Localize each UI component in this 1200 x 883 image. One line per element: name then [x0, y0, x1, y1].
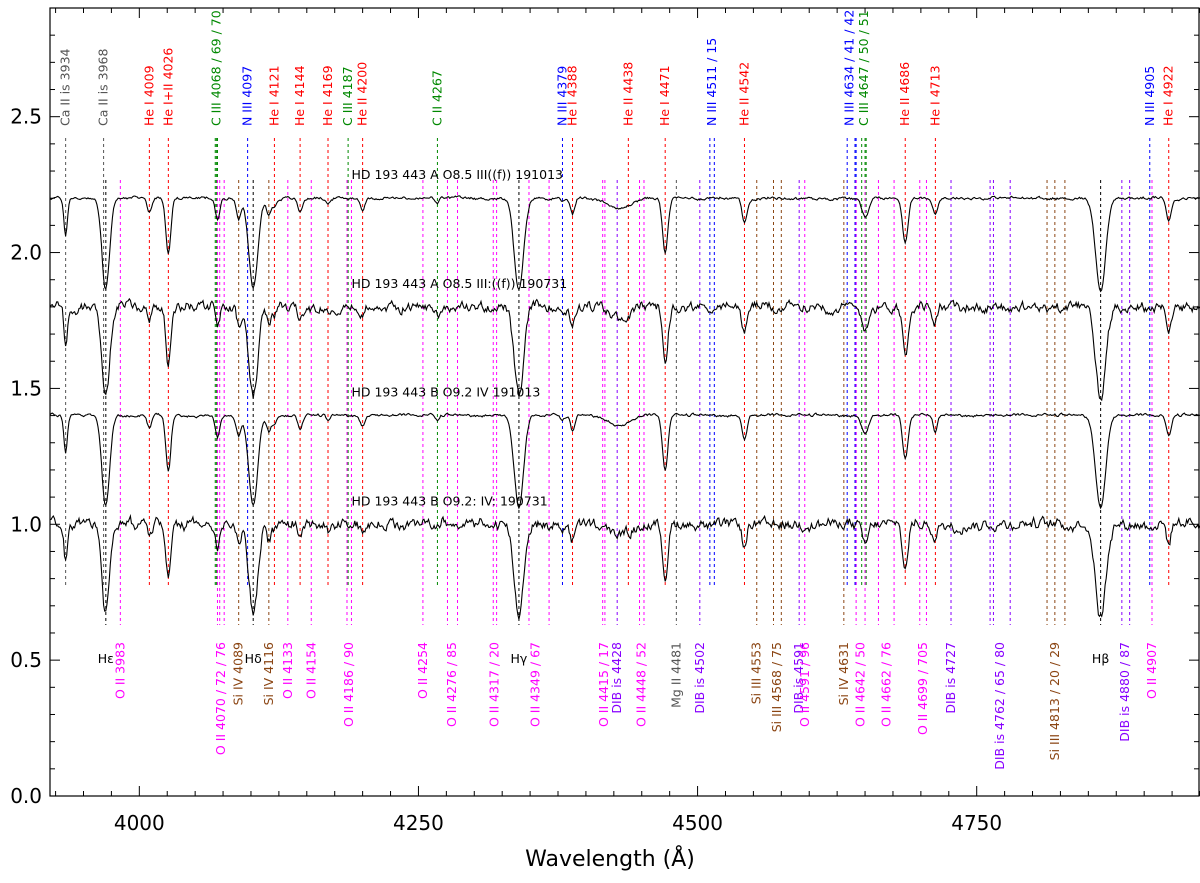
top-line-label: He I 4471: [657, 65, 672, 126]
bottom-line-label: Hβ: [1092, 651, 1109, 666]
top-line-label: C II 4267: [429, 70, 444, 126]
top-line-label: He II 4200: [355, 62, 370, 126]
line-marker-layer: [65, 138, 1170, 625]
x-tick-label: 4250: [393, 811, 444, 835]
top-line-label: He I 4121: [266, 65, 281, 126]
bottom-line-label: Si IV 4631: [836, 642, 851, 705]
bottom-line-label: DIB is 4880 / 87: [1117, 642, 1132, 742]
bottom-line-label: DIB is 4727: [943, 642, 958, 714]
axes-layer: 4000 4250 4500 4750 0.0 0.5 1.0 1.5 2.0 2.5: [10, 7, 1200, 835]
top-line-label: He I 4713: [927, 65, 942, 126]
bottom-line-label: Hδ: [245, 651, 262, 666]
spectrum-label: HD 193 443 B O9.2: IV: 190731: [351, 493, 547, 508]
top-line-label: N III 4379: [554, 66, 569, 126]
x-tick-label: 4500: [672, 811, 723, 835]
top-line-label: N III 4097: [240, 66, 255, 126]
top-line-label: N III 4634 / 41 / 42: [841, 10, 856, 126]
bottom-line-label: Si IV 4116: [261, 642, 276, 705]
spectrum-label: HD 193 443 A O8.5 III((f)) 191013: [351, 167, 563, 182]
x-tick-label: 4750: [951, 811, 1002, 835]
line-label-layer: Ca II is 3934 Ca II is 3968 He I 4009 He I+…: [58, 10, 1176, 770]
bottom-line-label: O II 4662 / 76: [878, 642, 893, 727]
bottom-line-label: Si III 4553: [749, 642, 764, 704]
bottom-line-label: O II 4317 / 20: [486, 642, 501, 727]
bottom-line-label: DIB is 4502: [692, 642, 707, 714]
top-line-label: He I+II 4026: [160, 48, 175, 126]
spectrum-label: HD 193 443 B O9.2 IV 191013: [351, 385, 540, 400]
bottom-line-label: O II 3983: [112, 642, 127, 699]
bottom-line-label: O II 4415 / 17: [596, 642, 611, 727]
y-tick-label: 0.0: [10, 784, 42, 808]
y-tick-label: 2.0: [10, 241, 42, 265]
x-tick-label: 4000: [114, 811, 165, 835]
top-line-label: Ca II is 3934: [58, 48, 73, 126]
top-line-label: C III 4647 / 50 / 51: [856, 10, 871, 126]
bottom-line-label: O II 4133: [280, 642, 295, 699]
y-tick-label: 2.5: [10, 105, 42, 129]
bottom-line-label: O II 4642 / 50: [853, 642, 868, 727]
plot-frame: [49, 7, 1200, 797]
bottom-line-label: Hγ: [511, 651, 528, 666]
bottom-line-label: DIB is 4762 / 65 / 80: [992, 642, 1007, 770]
top-line-label: He II 4542: [736, 62, 751, 126]
top-line-label: N III 4905: [1142, 66, 1157, 126]
bottom-line-label: O II 4276 / 85: [444, 642, 459, 727]
y-tick-label: 1.0: [10, 512, 42, 536]
top-line-label: N III 4511 / 15: [704, 38, 719, 126]
top-line-label: He I 4144: [292, 65, 307, 126]
bottom-line-label: O II 4254: [415, 642, 430, 699]
bottom-line-label: O II 4186 / 90: [341, 642, 356, 727]
bottom-line-label: DIB is 4428: [609, 642, 624, 714]
top-line-label: He I 4009: [141, 65, 156, 126]
spectrum-line: [50, 513, 1200, 620]
x-axis-title: Wavelength (Å): [525, 845, 695, 872]
bottom-line-label: O II 4154: [303, 642, 318, 699]
top-line-label: He I 4169: [320, 65, 335, 126]
bottom-line-label: O II 4591 / 96: [797, 642, 812, 727]
bottom-line-label: O II 4349 / 67: [528, 642, 543, 727]
spectrum-line: [49, 412, 1200, 510]
bottom-line-label: Mg II 4481: [668, 642, 683, 708]
bottom-line-label: Si IV 4089: [231, 642, 246, 705]
top-line-label: He I 4388: [565, 65, 580, 126]
spectra-layer: HD 193 443 A O8.5 III((f)) 191013 HD 193 …: [49, 167, 1200, 620]
top-line-label: He I 4922: [1161, 65, 1176, 126]
top-line-label: Ca II is 3968: [96, 48, 111, 126]
y-tick-label: 0.5: [10, 648, 42, 672]
spectrum-line: [49, 195, 1200, 293]
bottom-line-label: O II 4907: [1144, 642, 1159, 699]
bottom-line-label: DIB is 4591: [791, 642, 806, 714]
bottom-line-label: O II 4699 / 705: [915, 642, 930, 735]
spectrum-line: [49, 297, 1200, 402]
y-tick-label: 1.5: [10, 376, 42, 400]
bottom-line-label: Si III 4568 / 75: [769, 642, 784, 732]
bottom-line-label: O II 4070 / 72 / 76: [213, 642, 228, 755]
top-line-label: He II 4438: [620, 62, 635, 126]
bottom-line-label: O II 4448 / 52: [634, 642, 649, 727]
top-line-label: He II 4686: [897, 62, 912, 126]
top-line-label: C III 4187: [340, 66, 355, 126]
bottom-line-label: Si III 4813 / 20 / 29: [1047, 642, 1062, 760]
spectrum-label: HD 193 443 A O8.5 III:((f)) 190731: [351, 276, 567, 291]
bottom-line-label: Hε: [98, 651, 114, 666]
top-line-label: C III 4068 / 69 / 70: [208, 10, 223, 126]
